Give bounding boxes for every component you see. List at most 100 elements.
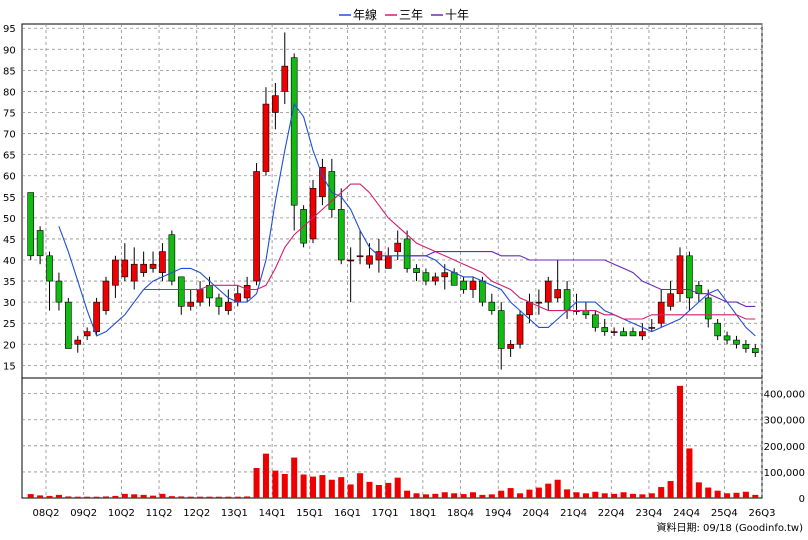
volume-bar xyxy=(310,476,317,498)
volume-bar xyxy=(385,482,392,498)
volume-bar xyxy=(27,494,34,498)
price-tick-label: 90 xyxy=(3,45,16,56)
candle-body xyxy=(262,103,270,172)
candle-body xyxy=(55,280,63,303)
price-tick-label: 60 xyxy=(3,172,16,183)
volume-bar xyxy=(150,495,157,498)
volume-bar xyxy=(112,495,119,498)
candle-body xyxy=(620,331,627,337)
candle-body xyxy=(592,314,599,328)
price-tick-label: 45 xyxy=(3,235,16,246)
price-tick-label: 35 xyxy=(3,277,16,288)
legend-label-10y: 十年 xyxy=(445,8,469,22)
legend: 年線 三年 十年 xyxy=(339,7,469,22)
candle-body xyxy=(177,276,185,307)
candle-body xyxy=(469,280,477,290)
x-tick-label: 13Q1 xyxy=(221,508,248,519)
candle-body xyxy=(328,171,336,210)
x-tick-label: 22Q4 xyxy=(598,508,625,519)
x-tick-label: 17Q1 xyxy=(372,508,399,519)
volume-bar xyxy=(451,493,458,498)
volume-bar xyxy=(215,496,222,498)
candle-body xyxy=(497,310,505,349)
volume-bar xyxy=(677,385,684,498)
candle-body xyxy=(639,331,646,337)
volume-bar xyxy=(742,491,749,498)
volume-bar xyxy=(102,496,109,498)
price-tick-label: 75 xyxy=(3,109,16,120)
price-tick-label: 25 xyxy=(3,319,16,330)
x-tick-label: 24Q4 xyxy=(673,508,700,519)
volume-bar xyxy=(545,483,552,498)
price-tick-label: 80 xyxy=(3,87,16,98)
candle-body xyxy=(309,188,317,240)
x-tick-label: 20Q4 xyxy=(522,508,549,519)
candle-body xyxy=(253,171,260,282)
candle-body xyxy=(243,284,251,299)
volume-tick-label: 100,000 xyxy=(764,468,805,479)
ma-line-2 xyxy=(407,251,756,307)
candle-body xyxy=(27,192,35,257)
legend-label-annual: 年線 xyxy=(353,7,377,22)
price-tick-label: 30 xyxy=(3,298,16,309)
candle-body xyxy=(102,280,110,311)
volume-tick-label: 0 xyxy=(799,494,805,505)
candle-body xyxy=(544,280,552,303)
volume-bar xyxy=(187,496,194,498)
candle-body xyxy=(281,65,289,92)
price-tick-label: 65 xyxy=(3,151,16,162)
candle-body xyxy=(742,343,750,349)
x-tick-label: 12Q2 xyxy=(183,508,210,519)
candle-body xyxy=(676,255,684,295)
candle-body xyxy=(507,343,514,349)
x-tick-label: 15Q1 xyxy=(296,508,323,519)
volume-bar xyxy=(705,487,712,498)
x-tick-label: 16Q1 xyxy=(334,508,361,519)
volume-bar xyxy=(206,496,213,498)
candle-body xyxy=(704,297,712,320)
price-tick-label: 40 xyxy=(3,256,16,267)
volume-bar xyxy=(394,477,401,498)
candle-body xyxy=(450,272,458,286)
price-tick-label: 50 xyxy=(3,214,16,225)
legend-label-3y: 三年 xyxy=(399,8,423,22)
x-tick-label: 18Q1 xyxy=(409,508,436,519)
price-tick-label: 85 xyxy=(3,66,16,77)
x-tick-label: 10Q2 xyxy=(108,508,135,519)
volume-bar xyxy=(404,490,411,498)
volume-bar xyxy=(733,492,740,498)
volume-bar xyxy=(140,494,147,498)
volume-bar xyxy=(601,493,608,498)
candle-body xyxy=(196,289,204,303)
candle-body xyxy=(751,348,759,354)
candlesticks xyxy=(27,32,759,370)
volume-bar xyxy=(611,493,618,498)
x-tick-label: 21Q4 xyxy=(560,508,587,519)
volume-bar xyxy=(131,494,138,498)
price-axis-ticks: 15 20 25 30 35 40 45 50 55 60 65 70 75 80 85 90 95 xyxy=(3,24,16,372)
volume-bar xyxy=(262,453,269,498)
candle-body xyxy=(535,301,543,304)
plot-frame xyxy=(21,23,763,499)
candle-body xyxy=(36,230,44,257)
x-tick-label: 23Q4 xyxy=(635,508,662,519)
volume-bar xyxy=(686,448,693,498)
volume-bar xyxy=(526,489,533,498)
volume-bar xyxy=(573,492,580,498)
candle-body xyxy=(112,259,119,286)
candle-body xyxy=(130,263,138,282)
candle-body xyxy=(394,242,402,252)
volume-bar xyxy=(479,494,486,498)
x-axis-ticks: 08Q2 09Q2 10Q2 11Q2 12Q2 13Q1 14Q1 15Q1 16Q1 17Q1… xyxy=(33,508,776,519)
x-tick-label: 26Q3 xyxy=(749,508,776,519)
volume-bar xyxy=(272,470,279,498)
volume-bar xyxy=(84,496,91,498)
volume-bar xyxy=(507,488,514,498)
volume-bar xyxy=(667,481,674,498)
candle-body xyxy=(356,255,364,258)
candle-body xyxy=(65,301,72,349)
volume-bar xyxy=(564,489,571,498)
candle-body xyxy=(723,335,731,341)
volume-bar xyxy=(65,496,72,498)
candle-body xyxy=(657,301,665,324)
